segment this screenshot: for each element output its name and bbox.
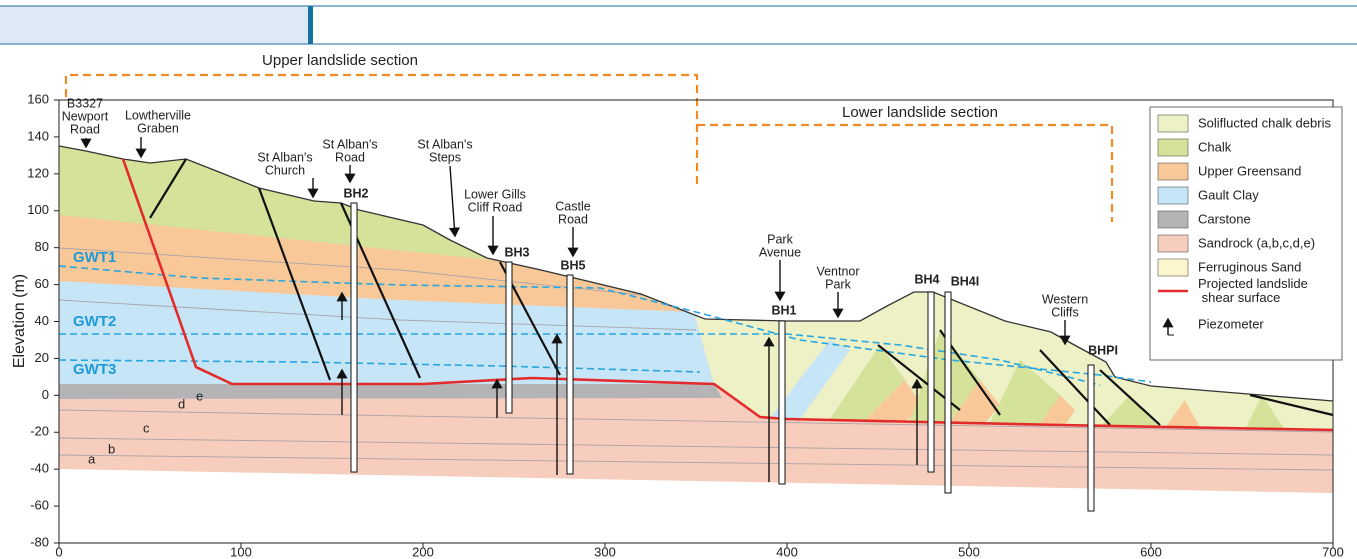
place-label: Castle — [555, 199, 590, 213]
y-tick-label: 140 — [27, 128, 49, 143]
borehole-label: BH3 — [504, 245, 529, 259]
place-labels: B3327 Newport Road Lowtherville Graben S… — [62, 96, 1088, 346]
unit-label: e — [196, 388, 203, 403]
y-tick-label: -60 — [30, 498, 49, 513]
x-tick-label: 500 — [958, 544, 980, 559]
water-table-label: GWT2 — [73, 313, 116, 330]
place-label: Road — [335, 150, 365, 164]
section-label: Lower landslide section — [842, 104, 998, 121]
place-label: Ventnor — [816, 264, 859, 278]
place-label: Cliff Road — [468, 200, 523, 214]
unit-label: a — [88, 451, 96, 466]
y-tick-label: -20 — [30, 424, 49, 439]
place-label: Park — [825, 277, 851, 291]
legend-swatch — [1157, 186, 1189, 205]
y-tick-label: 60 — [35, 276, 49, 291]
x-tick-label: 700 — [1322, 544, 1344, 559]
water-table-label: GWT1 — [73, 249, 116, 266]
upper-bracket — [64, 73, 699, 185]
piezometers — [336, 291, 923, 482]
borehole-label: BH5 — [560, 258, 585, 272]
x-tick-label: 200 — [412, 544, 434, 559]
place-label: Steps — [429, 150, 461, 164]
legend-swatch — [1157, 210, 1189, 229]
legend-label: Chalk — [1198, 139, 1232, 154]
y-tick-label: 40 — [35, 313, 49, 328]
legend-label: Carstone — [1198, 211, 1251, 226]
place-label: Cliffs — [1051, 305, 1079, 319]
legend-label: Projected landslide shear surface — [1198, 276, 1308, 305]
legend-label: Upper Greensand — [1198, 163, 1301, 178]
ticks: 0 100 200 300 400 500 600 700 -80 -60 -40 -20 0 20 40 6… — [27, 91, 1344, 559]
borehole-label: BH1 — [771, 303, 796, 317]
place-label: B3327 — [67, 96, 103, 110]
x-tick-label: 600 — [1140, 544, 1162, 559]
y-tick-label: -80 — [30, 534, 49, 549]
legend-label: Gault Clay — [1198, 187, 1259, 202]
y-tick-label: 80 — [35, 239, 49, 254]
y-tick-label: -40 — [30, 461, 49, 476]
place-label: Park — [767, 232, 793, 246]
ground-surface — [58, 145, 1334, 402]
place-label: St Alban's — [257, 150, 312, 164]
place-label: Road — [558, 212, 588, 226]
place-label: Lower Gills — [464, 187, 526, 201]
legend-swatch — [1157, 162, 1189, 181]
legend-label: Soliflucted chalk debris — [1198, 115, 1331, 130]
legend-swatch — [1157, 138, 1189, 157]
water-table — [58, 359, 701, 373]
unit-label: c — [143, 420, 150, 435]
water-table-label: GWT3 — [73, 361, 116, 378]
boreholes — [350, 202, 1095, 512]
water-table — [58, 265, 1152, 383]
unit-label: b — [108, 441, 115, 456]
place-label: Western — [1042, 292, 1088, 306]
strata — [59, 146, 1333, 493]
borehole-label: BHPI — [1088, 343, 1118, 357]
legend-label: Piezometer — [1198, 316, 1264, 331]
legend: Soliflucted chalk debris Chalk Upper Green… — [1149, 106, 1343, 361]
legend-label: Ferruginous Sand — [1198, 259, 1301, 274]
place-label: St Alban's — [322, 137, 377, 151]
water-table — [59, 333, 1101, 386]
place-label: Road — [70, 122, 100, 136]
place-label: Lowtherville — [125, 108, 191, 122]
section-label: Upper landslide section — [262, 52, 418, 69]
place-label: St Alban's — [417, 137, 472, 151]
x-tick-label: 400 — [776, 544, 798, 559]
borehole-label: BH4I — [951, 274, 979, 288]
lower-bracket — [697, 123, 1114, 222]
y-tick-label: 100 — [27, 202, 49, 217]
x-tick-label: 100 — [230, 544, 252, 559]
borehole-label: BH2 — [343, 186, 368, 200]
y-axis-label: Elevation (m) — [11, 274, 28, 368]
place-label: Avenue — [759, 245, 801, 259]
y-tick-label: 160 — [27, 91, 49, 106]
header — [0, 5, 1357, 45]
y-tick-label: 0 — [42, 387, 49, 402]
x-tick-label: 300 — [594, 544, 616, 559]
y-tick-label: 20 — [35, 350, 49, 365]
legend-label: Sandrock (a,b,c,d,e) — [1198, 235, 1315, 250]
x-tick-label: 0 — [55, 544, 62, 559]
place-label: Graben — [137, 121, 179, 135]
shear-surface — [121, 158, 1334, 432]
legend-swatch — [1157, 114, 1189, 133]
unit-label: d — [178, 396, 185, 411]
y-tick-label: 120 — [27, 165, 49, 180]
place-label: Church — [265, 163, 305, 177]
place-label: Newport — [62, 109, 109, 123]
legend-swatch — [1157, 234, 1189, 253]
borehole-label: BH4 — [914, 272, 939, 286]
legend-swatch — [1157, 258, 1189, 277]
